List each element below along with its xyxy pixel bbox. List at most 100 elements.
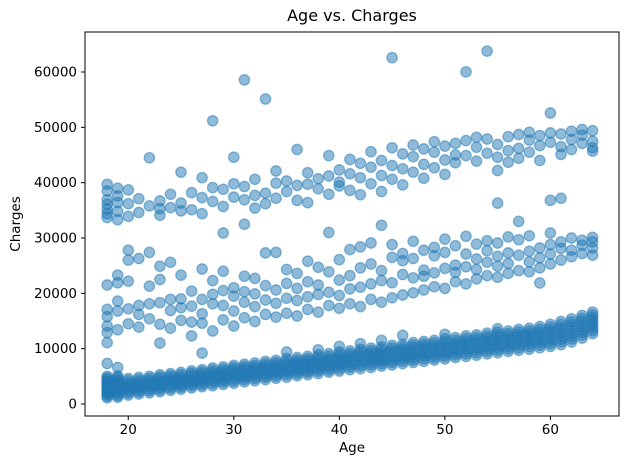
- data-point: [375, 169, 388, 182]
- data-point: [396, 289, 409, 301]
- data-point: [238, 358, 251, 371]
- data-point: [491, 138, 504, 151]
- data-point: [481, 256, 493, 269]
- data-point: [407, 139, 420, 151]
- data-point: [101, 279, 114, 291]
- data-point: [143, 246, 156, 259]
- y-tick-label: 30000: [34, 230, 77, 246]
- data-point: [428, 334, 441, 347]
- data-point: [322, 286, 335, 299]
- data-point: [154, 195, 166, 207]
- data-point: [407, 166, 420, 179]
- data-point: [270, 284, 282, 296]
- data-point: [206, 325, 219, 337]
- data-point: [312, 172, 325, 185]
- data-point: [238, 193, 251, 206]
- data-point: [291, 282, 303, 295]
- data-point: [101, 336, 114, 349]
- data-point: [238, 296, 251, 309]
- data-point: [270, 192, 282, 205]
- data-point: [238, 270, 251, 283]
- data-point: [344, 153, 356, 166]
- data-point: [491, 164, 504, 177]
- data-point: [259, 355, 272, 368]
- data-point: [460, 330, 472, 342]
- data-point: [428, 280, 441, 293]
- data-point: [280, 175, 293, 187]
- data-point: [460, 248, 472, 260]
- data-point: [175, 269, 187, 281]
- data-point: [439, 154, 451, 166]
- data-point: [259, 197, 272, 210]
- data-point: [322, 226, 335, 239]
- data-point: [227, 191, 240, 203]
- data-point: [544, 238, 557, 251]
- data-point: [185, 364, 198, 377]
- data-point: [111, 269, 124, 281]
- data-point: [439, 246, 451, 259]
- data-point: [470, 131, 483, 144]
- data-point: [491, 250, 504, 263]
- data-point: [122, 275, 135, 288]
- data-point: [175, 366, 187, 379]
- data-point: [512, 215, 525, 228]
- data-point: [481, 244, 493, 257]
- data-point: [259, 308, 272, 321]
- x-tick-label: 30: [225, 422, 242, 438]
- data-point: [555, 192, 567, 205]
- data-point: [143, 297, 156, 310]
- data-point: [523, 245, 536, 258]
- data-point: [217, 183, 230, 196]
- data-point: [439, 233, 451, 245]
- data-point: [122, 254, 135, 266]
- data-point: [196, 307, 208, 320]
- data-point: [417, 172, 430, 185]
- data-point: [322, 265, 335, 278]
- data-point: [470, 238, 483, 250]
- data-point: [206, 274, 219, 287]
- data-point: [249, 357, 261, 369]
- data-point: [365, 258, 377, 270]
- data-point: [417, 264, 430, 276]
- data-point: [259, 247, 272, 259]
- data-point: [164, 304, 177, 317]
- y-tick-label: 40000: [34, 175, 77, 191]
- data-point: [280, 185, 293, 198]
- data-point: [164, 367, 177, 380]
- scatter-points: [101, 45, 599, 404]
- data-point: [481, 133, 493, 145]
- data-point: [512, 323, 525, 336]
- data-point: [280, 307, 293, 320]
- data-point: [512, 142, 525, 155]
- data-point: [333, 289, 346, 302]
- data-point: [206, 362, 219, 374]
- data-point: [249, 300, 261, 313]
- data-point: [143, 312, 156, 325]
- data-point: [344, 269, 356, 282]
- data-point: [365, 161, 377, 174]
- data-point: [386, 251, 398, 264]
- data-point: [502, 325, 515, 337]
- data-point: [396, 247, 409, 260]
- data-point: [196, 171, 208, 184]
- data-point: [132, 192, 145, 205]
- data-point: [365, 342, 377, 354]
- data-point: [111, 323, 124, 336]
- data-point: [586, 135, 599, 148]
- data-point: [280, 292, 293, 305]
- data-point: [143, 151, 156, 164]
- data-point: [417, 244, 430, 257]
- data-point: [111, 182, 124, 195]
- data-point: [175, 314, 187, 327]
- data-point: [375, 334, 388, 347]
- data-point: [375, 219, 388, 232]
- data-point: [460, 134, 472, 147]
- data-point: [470, 263, 483, 276]
- data-point: [249, 202, 261, 214]
- data-point: [270, 311, 282, 323]
- data-point: [322, 347, 335, 360]
- data-point: [502, 156, 515, 169]
- data-point: [217, 200, 230, 213]
- data-point: [386, 51, 398, 64]
